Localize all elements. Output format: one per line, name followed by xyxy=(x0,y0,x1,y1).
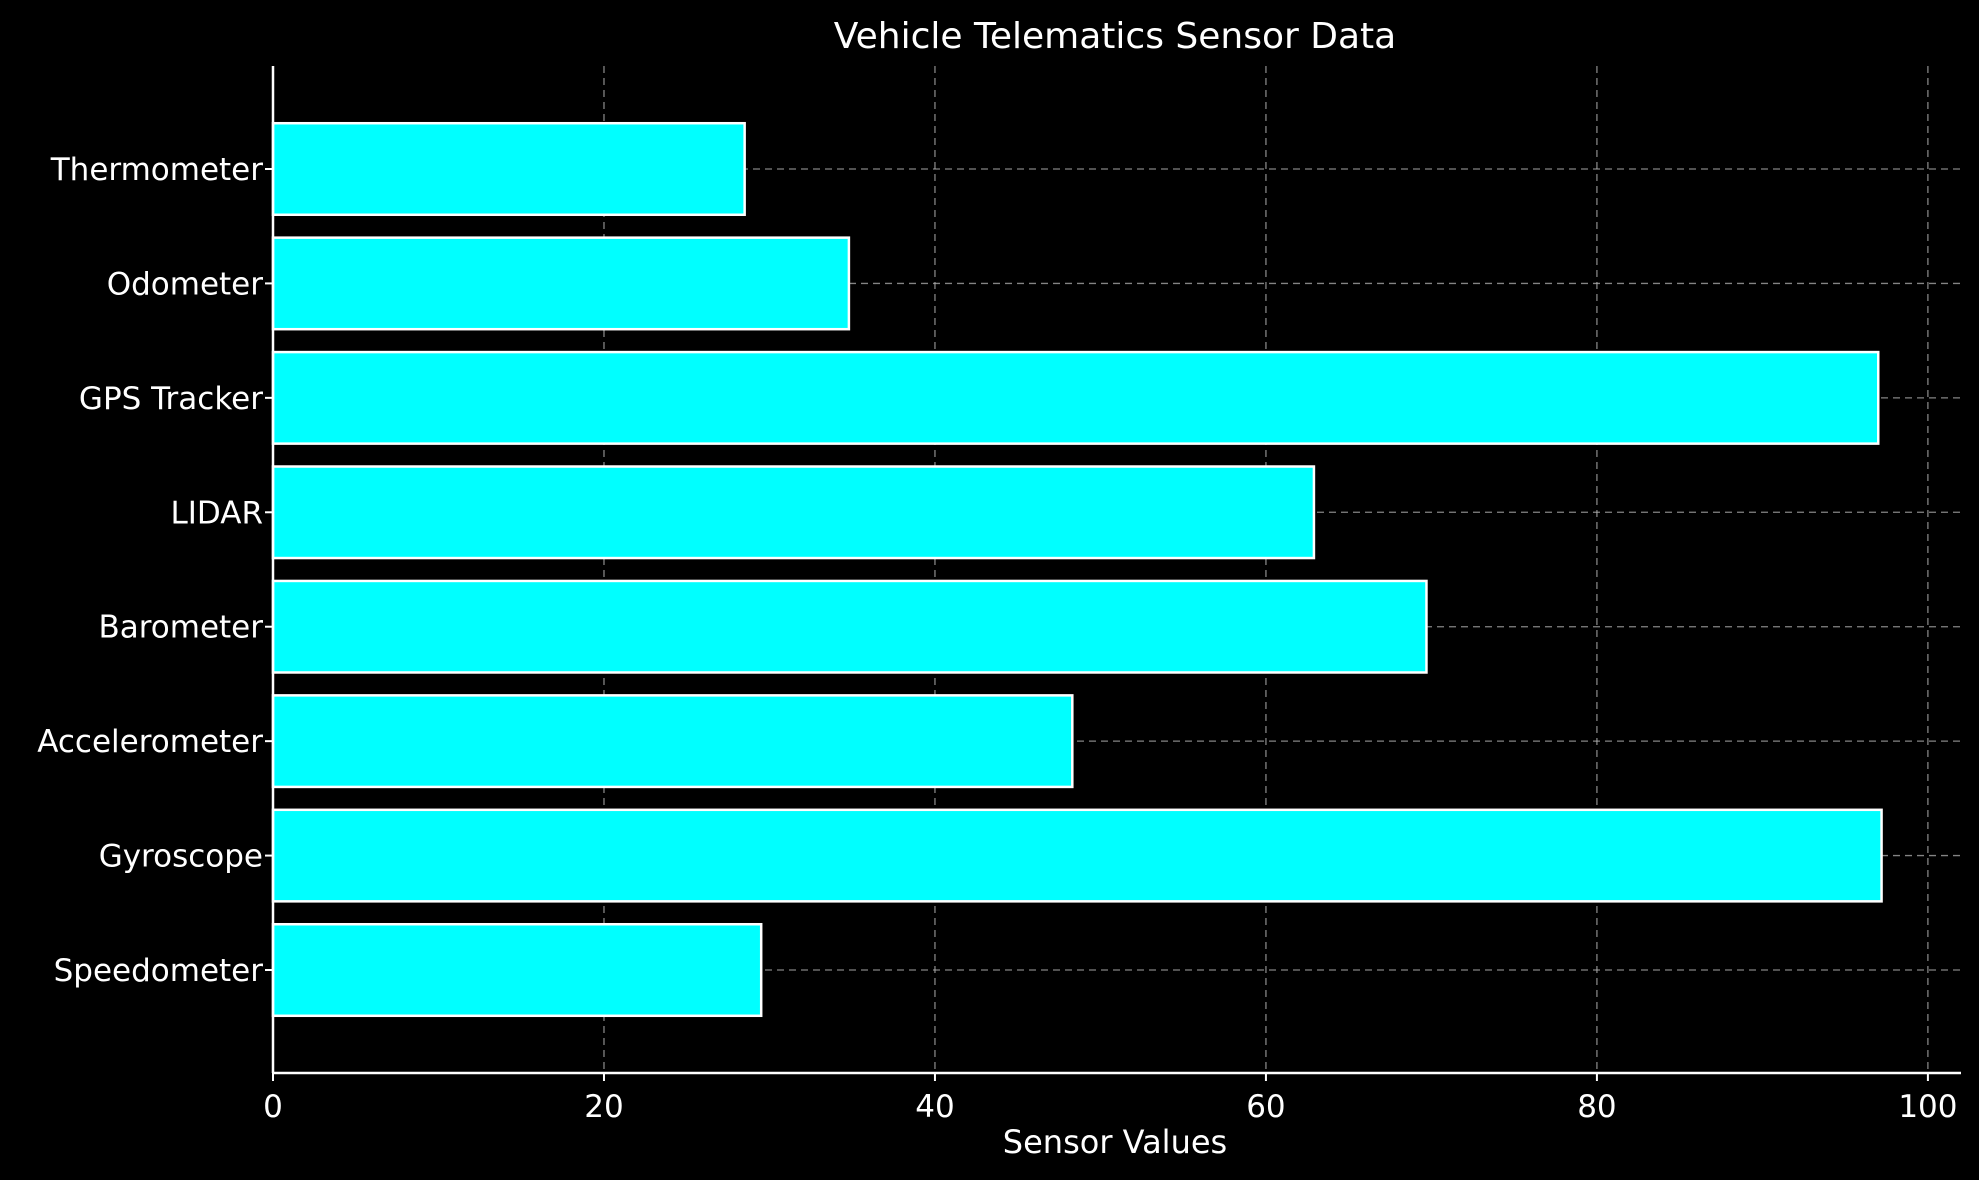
chart-title: Vehicle Telematics Sensor Data xyxy=(834,16,1396,57)
bar-lidar xyxy=(271,465,1316,560)
bar-barometer xyxy=(271,579,1428,674)
y-tick-label: Accelerometer xyxy=(37,724,263,760)
bar-thermometer xyxy=(271,121,746,217)
y-tick-label: Gyroscope xyxy=(99,839,263,875)
x-tick-label: 40 xyxy=(915,1089,954,1125)
x-tick-layer: 0 20 40 60 80 100 xyxy=(263,1073,1957,1125)
bar-gps-tracker xyxy=(271,350,1880,445)
y-tick-label: Thermometer xyxy=(50,152,264,188)
bar-accelerometer xyxy=(271,694,1074,789)
grid-layer xyxy=(272,66,1961,1073)
y-tick-label: LIDAR xyxy=(171,495,264,531)
y-tick-label: Odometer xyxy=(107,266,264,302)
bar-layer xyxy=(271,121,1883,1018)
x-tick-label: 0 xyxy=(263,1089,283,1125)
y-tick-label: Speedometer xyxy=(54,953,264,989)
x-axis-label: Sensor Values xyxy=(1003,1123,1227,1161)
x-tick-label: 20 xyxy=(584,1089,623,1125)
x-tick-label: 100 xyxy=(1898,1089,1957,1125)
y-tick-label: GPS Tracker xyxy=(79,381,263,417)
y-tick-layer: Speedometer Gyroscope Accelerometer Baromet… xyxy=(37,152,273,989)
bar-speedometer xyxy=(271,922,763,1018)
bar-gyroscope xyxy=(271,808,1883,903)
y-tick-label: Barometer xyxy=(98,610,263,646)
bar-odometer xyxy=(271,236,851,331)
x-tick-label: 60 xyxy=(1246,1089,1285,1125)
x-tick-label: 80 xyxy=(1577,1089,1616,1125)
axis-layer xyxy=(271,66,1961,1075)
